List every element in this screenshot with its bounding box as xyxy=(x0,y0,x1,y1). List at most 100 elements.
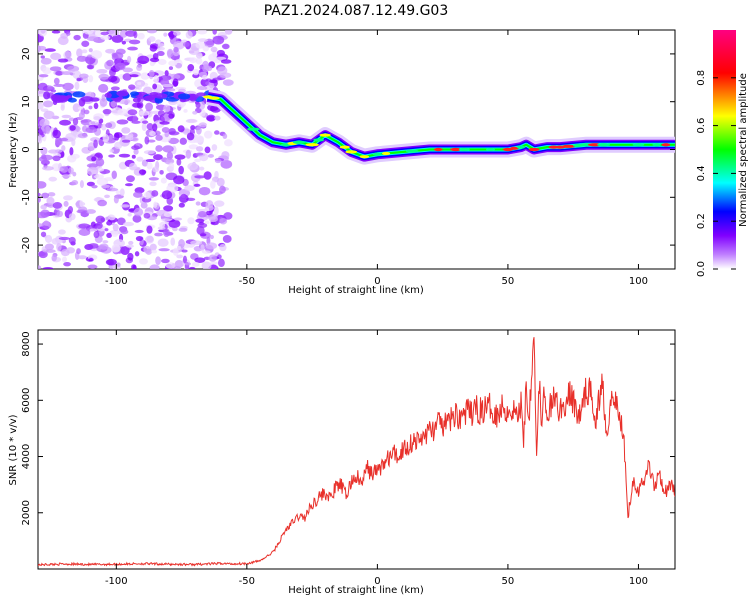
noise-blob xyxy=(131,154,136,159)
noise-blob xyxy=(76,55,88,62)
colorbar-tick-label: 0.8 xyxy=(696,70,707,86)
noise-blob xyxy=(160,79,170,86)
spectrogram-ytick-label: -20 xyxy=(21,237,32,253)
colorbar-tick-label: 0.6 xyxy=(696,118,707,134)
noise-blob xyxy=(56,242,62,252)
noise-blob xyxy=(68,213,76,221)
noise-blob xyxy=(178,227,188,232)
noise-blob xyxy=(88,243,99,249)
noise-blob xyxy=(161,126,170,133)
ridge-hotspot xyxy=(339,145,350,149)
noise-blob xyxy=(68,236,76,245)
noise-blob xyxy=(152,166,159,173)
noise-blob xyxy=(159,221,166,229)
noise-blob xyxy=(100,184,111,189)
noise-blob xyxy=(166,184,179,193)
noise-blob xyxy=(133,207,144,217)
noise-blob xyxy=(40,209,51,218)
noise-blob xyxy=(83,109,90,115)
noise-blob xyxy=(214,158,222,164)
noise-blob xyxy=(194,257,206,263)
ridge-hotspot xyxy=(632,143,645,147)
noise-blob xyxy=(74,81,80,90)
noise-blob xyxy=(184,262,192,266)
noise-blob xyxy=(128,39,141,45)
noise-blob xyxy=(114,62,126,71)
noise-blob xyxy=(40,231,47,238)
ridge-hotspot xyxy=(433,147,443,152)
noise-blob xyxy=(46,196,55,205)
noise-blob xyxy=(185,149,192,159)
ridge-hotspot xyxy=(359,155,370,159)
noise-blob xyxy=(93,102,99,110)
noise-blob xyxy=(72,91,86,98)
noise-blob xyxy=(168,219,181,228)
noise-blob xyxy=(202,250,211,254)
noise-blob xyxy=(55,95,69,102)
noise-blob xyxy=(159,75,172,81)
noise-blob xyxy=(195,57,203,65)
noise-blob xyxy=(160,177,167,184)
noise-blob xyxy=(136,156,144,162)
noise-blob xyxy=(128,208,135,212)
noise-blob xyxy=(195,201,201,206)
snr-axes: -100 -50 0 50 100 2000 4000 6000 8000 xyxy=(21,330,675,587)
noise-blob xyxy=(40,55,45,59)
spectrogram-ytick-label: 10 xyxy=(21,95,32,108)
noise-blob xyxy=(127,213,132,217)
noise-blob xyxy=(96,68,108,74)
noise-blob xyxy=(159,121,170,125)
noise-blob xyxy=(168,127,176,135)
noise-blob xyxy=(111,52,118,57)
ridge-hotspot xyxy=(345,150,358,154)
noise-blob xyxy=(130,91,140,96)
noise-blob xyxy=(101,94,106,102)
noise-blob xyxy=(157,109,165,117)
noise-blob xyxy=(134,251,140,257)
spectrogram-xtick-label: 50 xyxy=(502,276,515,287)
noise-blob xyxy=(207,154,215,158)
noise-blob xyxy=(139,258,148,265)
noise-blob xyxy=(148,70,155,77)
noise-blob xyxy=(49,66,62,72)
snr-panel: -100 -50 0 50 100 2000 4000 6000 8000 Height of … xyxy=(8,329,676,596)
noise-blob xyxy=(99,243,109,250)
noise-blob xyxy=(146,30,157,34)
noise-blob xyxy=(132,214,142,223)
noise-blob xyxy=(155,256,161,266)
noise-blob xyxy=(183,109,188,113)
noise-blob xyxy=(61,114,72,119)
noise-blob xyxy=(66,31,71,36)
noise-blob xyxy=(195,102,201,109)
noise-blob xyxy=(141,122,147,132)
noise-blob xyxy=(61,248,70,257)
noise-blob xyxy=(181,249,188,253)
noise-blob xyxy=(111,243,121,253)
spectrogram-xtick-label: -100 xyxy=(105,276,128,287)
spectrogram-xtick-label: 100 xyxy=(629,276,648,287)
noise-blob xyxy=(108,30,120,37)
noise-blob xyxy=(114,141,123,150)
noise-blob xyxy=(53,83,65,87)
noise-blob xyxy=(71,180,79,186)
noise-blob xyxy=(72,103,81,113)
noise-blob xyxy=(128,162,138,171)
noise-blob xyxy=(38,30,48,37)
noise-blob xyxy=(106,232,112,238)
noise-blob xyxy=(51,30,61,34)
noise-blob xyxy=(89,228,98,232)
noise-blob xyxy=(62,82,74,91)
noise-blob xyxy=(107,75,118,83)
noise-blob xyxy=(173,217,183,221)
noise-blob xyxy=(208,254,217,262)
noise-blob xyxy=(197,30,208,35)
noise-blob xyxy=(209,79,218,84)
noise-blob xyxy=(127,46,138,51)
noise-blob xyxy=(101,123,107,131)
noise-blob xyxy=(128,133,134,138)
noise-blob xyxy=(95,215,105,224)
noise-blob xyxy=(196,146,204,152)
noise-blob xyxy=(187,217,195,225)
noise-blob xyxy=(77,106,84,110)
noise-blob xyxy=(155,39,162,45)
